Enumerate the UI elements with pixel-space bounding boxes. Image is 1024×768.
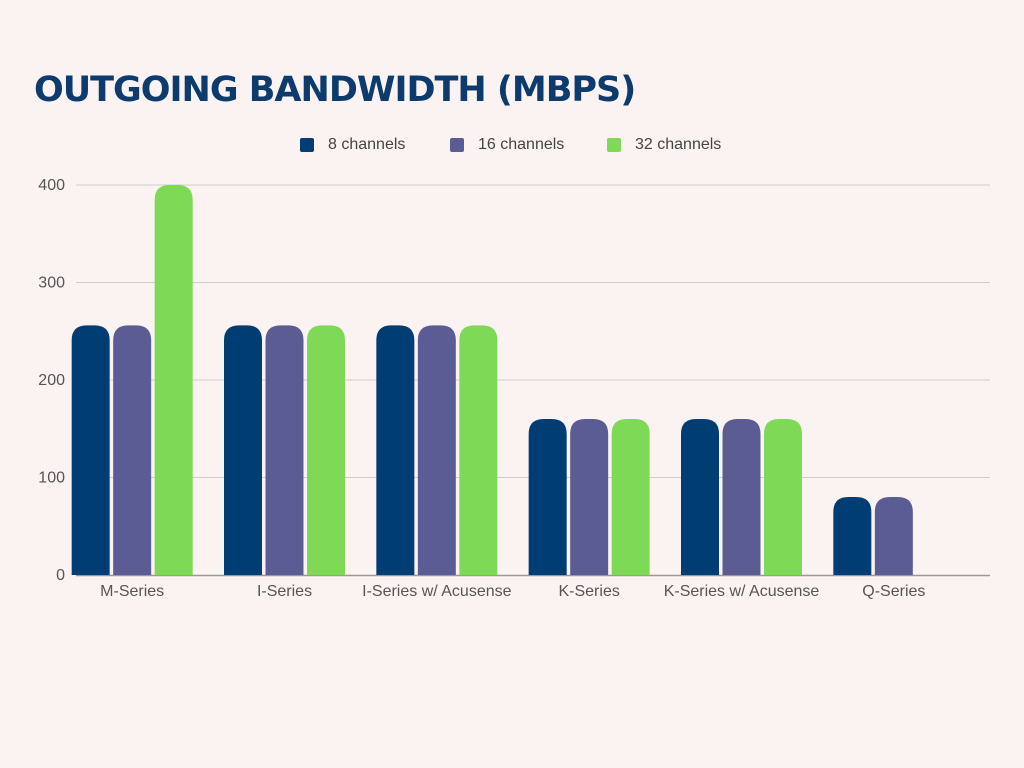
bar-i-series-w-acusense-32ch	[459, 325, 498, 575]
y-tick-label-400: 400	[38, 177, 65, 194]
bar-q-series-16ch	[874, 497, 913, 575]
chart-title: OUTGOING BANDWIDTH (MBPS)	[34, 70, 636, 110]
bar-m-series-16ch	[113, 325, 152, 575]
x-tick-label-5: Q-Series	[862, 583, 925, 600]
legend-swatch-8-channels	[300, 138, 314, 152]
y-tick-label-0: 0	[56, 567, 65, 584]
bar-k-series-16ch	[570, 419, 609, 575]
bar-k-series-w-acusense-8ch	[681, 419, 719, 575]
x-tick-label-2: I-Series w/ Acusense	[362, 583, 512, 600]
legend-label-8-channels: 8 channels	[328, 136, 406, 153]
legend-item-16-channels: 16 channels	[450, 136, 607, 154]
y-tick-label-200: 200	[38, 372, 65, 389]
bar-i-series-w-acusense-16ch	[417, 325, 456, 575]
bar-i-series-w-acusense-8ch	[376, 325, 415, 575]
bar-i-series-16ch	[265, 325, 304, 575]
bar-i-series-32ch	[307, 325, 345, 575]
x-tick-label-4: K-Series w/ Acusense	[664, 583, 820, 600]
bar-m-series-8ch	[71, 325, 110, 575]
bar-k-series-w-acusense-32ch	[764, 419, 802, 575]
bar-k-series-w-acusense-16ch	[722, 419, 761, 575]
legend-swatch-16-channels	[450, 138, 464, 152]
x-tick-label-0: M-Series	[100, 583, 164, 600]
legend-swatch-32-channels	[607, 138, 621, 152]
x-tick-label-1: I-Series	[257, 583, 312, 600]
bar-m-series-32ch	[154, 185, 193, 575]
legend-label-32-channels: 32 channels	[635, 136, 722, 153]
legend-item-32-channels: 32 channels	[607, 136, 737, 154]
y-tick-label-300: 300	[38, 275, 65, 292]
y-tick-label-100: 100	[38, 470, 65, 487]
bar-k-series-32ch	[611, 419, 650, 575]
bar-i-series-8ch	[224, 325, 262, 575]
legend-label-16-channels: 16 channels	[478, 136, 565, 153]
bar-q-series-8ch	[833, 497, 872, 575]
x-tick-label-3: K-Series	[558, 583, 619, 600]
bar-k-series-8ch	[528, 419, 567, 575]
legend: 8 channels 16 channels 32 channels	[300, 136, 737, 154]
legend-item-8-channels: 8 channels	[300, 136, 450, 154]
